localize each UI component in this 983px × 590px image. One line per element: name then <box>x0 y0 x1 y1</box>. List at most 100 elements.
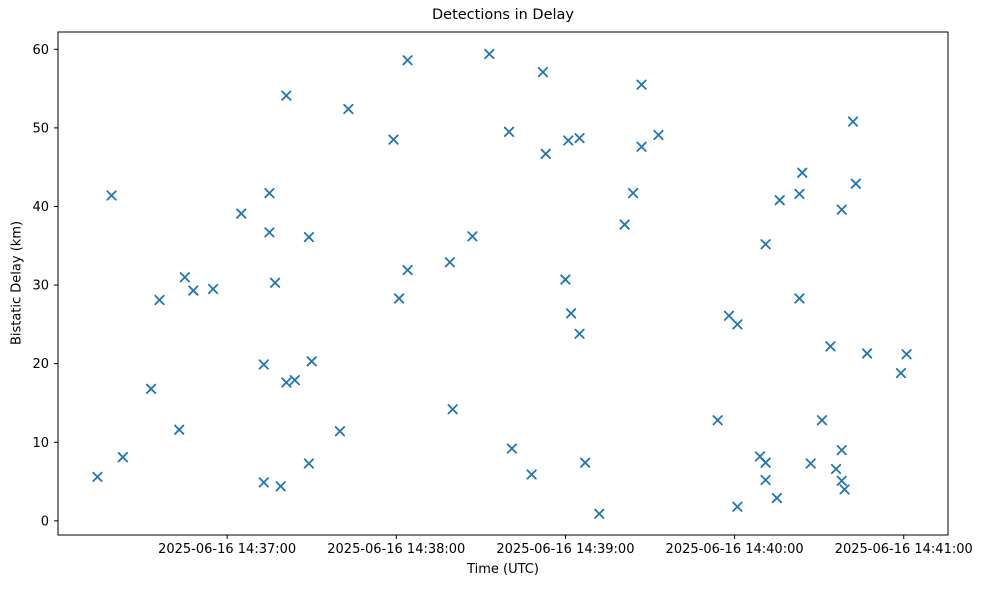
x-marker-stroke <box>303 458 315 469</box>
x-marker-stroke <box>771 492 783 504</box>
scatter-point <box>580 457 591 468</box>
scatter-point <box>563 135 574 146</box>
x-marker-stroke <box>797 167 808 178</box>
x-marker-stroke <box>264 227 275 238</box>
x-axis-label: Time (UTC) <box>467 562 539 577</box>
scatter-point <box>258 359 269 370</box>
x-marker-stroke <box>794 188 805 200</box>
scatter-point <box>850 178 861 189</box>
x-marker-stroke <box>188 285 199 296</box>
x-marker-stroke <box>306 356 317 367</box>
x-tick-label: 2025-06-16 14:37:00 <box>158 542 296 557</box>
scatter-point <box>343 103 354 115</box>
x-marker-stroke <box>281 377 292 388</box>
x-marker-stroke <box>619 219 630 230</box>
scatter-point <box>402 55 413 66</box>
x-marker-stroke <box>117 452 128 463</box>
scatter-point <box>861 348 873 359</box>
x-marker-stroke <box>526 469 537 480</box>
scatter-point <box>574 132 585 144</box>
scatter-point <box>179 272 191 283</box>
y-tick-label: 50 <box>32 121 49 136</box>
x-marker-stroke <box>580 457 591 468</box>
x-marker-stroke <box>506 443 518 454</box>
x-marker-stroke <box>537 66 549 78</box>
scatter-point <box>275 481 286 492</box>
scatter-point <box>794 293 805 304</box>
x-marker-stroke <box>723 310 735 321</box>
scatter-point <box>117 452 128 463</box>
scatter-point <box>627 187 639 199</box>
x-marker-stroke <box>712 415 723 426</box>
scatter-point <box>774 195 785 206</box>
x-marker-stroke <box>836 444 847 456</box>
x-marker-stroke <box>303 231 315 243</box>
scatter-point <box>565 308 577 319</box>
x-tick-label: 2025-06-16 14:39:00 <box>496 542 634 557</box>
x-marker-stroke <box>343 103 354 115</box>
x-marker-stroke <box>774 195 785 206</box>
x-marker-stroke <box>258 359 269 370</box>
scatter-point <box>895 367 907 379</box>
x-marker-stroke <box>560 274 571 285</box>
x-marker-stroke <box>402 264 413 276</box>
scatter-point <box>816 415 828 426</box>
axes-spines <box>57 31 949 536</box>
x-marker-stroke <box>636 141 647 152</box>
scatter-point <box>732 319 743 330</box>
scatter-point <box>830 463 842 475</box>
x-marker-stroke <box>760 239 771 250</box>
x-marker-stroke <box>861 348 873 359</box>
scatter-point <box>712 415 723 426</box>
scatter-point <box>836 444 847 456</box>
x-marker-stroke <box>760 457 771 468</box>
x-marker-stroke <box>258 477 269 488</box>
y-tick-label: 40 <box>32 200 49 215</box>
x-marker-stroke <box>839 484 850 495</box>
scatter-point <box>723 310 735 321</box>
x-tick-label: 2025-06-16 14:40:00 <box>666 542 804 557</box>
scatter-point <box>236 208 247 219</box>
scatter-point <box>306 356 317 367</box>
x-marker-stroke <box>92 471 103 482</box>
scatter-point <box>303 458 315 469</box>
scatter-point <box>503 126 515 137</box>
scatter-point <box>106 190 117 201</box>
x-marker-stroke <box>594 508 605 519</box>
scatter-point <box>506 443 518 454</box>
x-marker-stroke <box>850 178 861 189</box>
x-marker-stroke <box>145 383 157 394</box>
x-marker-stroke <box>179 272 191 283</box>
scatter-point <box>334 426 346 437</box>
scatter-point <box>281 377 292 388</box>
x-marker-stroke <box>565 308 577 319</box>
scatter-point <box>207 283 219 295</box>
x-marker-stroke <box>503 126 515 137</box>
y-tick-label: 60 <box>32 43 49 58</box>
x-marker-stroke <box>901 349 912 360</box>
y-tick-label: 30 <box>32 279 49 294</box>
x-marker-stroke <box>289 375 300 386</box>
x-marker-stroke <box>264 187 275 199</box>
x-marker-stroke <box>825 341 836 352</box>
scatter-point <box>760 239 771 250</box>
x-marker-stroke <box>402 55 413 66</box>
x-marker-stroke <box>830 463 842 475</box>
x-marker-stroke <box>393 293 405 304</box>
x-marker-stroke <box>653 129 664 141</box>
x-marker-stroke <box>106 190 117 201</box>
scatter-point <box>444 257 456 268</box>
x-marker-stroke <box>207 283 219 295</box>
scatter-point <box>560 274 571 285</box>
scatter-point <box>447 404 458 415</box>
scatter-point <box>594 508 605 519</box>
scatter-point <box>836 475 847 486</box>
x-marker-stroke <box>236 208 247 219</box>
scatter-point <box>771 492 783 504</box>
x-marker-stroke <box>281 90 292 101</box>
x-marker-stroke <box>574 328 585 339</box>
scatter-point <box>836 204 847 215</box>
x-marker-stroke <box>627 187 639 199</box>
scatter-point <box>269 277 281 288</box>
